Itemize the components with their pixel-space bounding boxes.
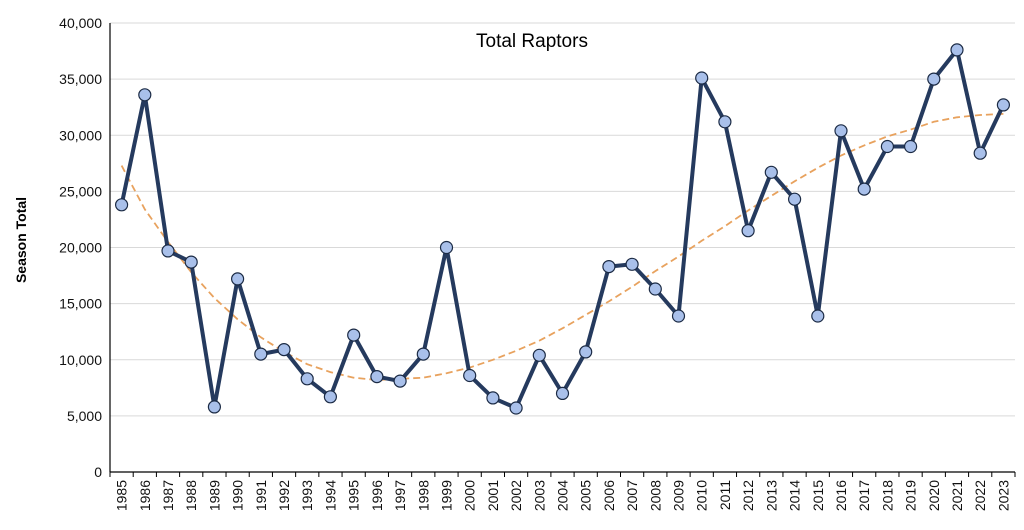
data-point (579, 345, 593, 359)
data-point (625, 257, 639, 271)
x-tick-label: 1992 (276, 480, 292, 511)
axes (109, 23, 1016, 477)
x-tick-label: 2023 (995, 480, 1011, 511)
x-tick-label: 2020 (926, 480, 942, 511)
y-tick-label: 0 (94, 464, 102, 480)
data-point (463, 368, 477, 383)
data-point (555, 386, 570, 400)
x-tick-label: 2007 (624, 480, 640, 511)
data-point (764, 165, 778, 179)
data-point (114, 198, 129, 212)
x-tick-label: 1993 (299, 480, 315, 511)
data-point (207, 400, 221, 414)
data-point (718, 115, 732, 129)
x-tick-label: 2016 (833, 480, 849, 511)
data-point (509, 401, 523, 415)
data-point (138, 88, 152, 102)
x-tick-label: 2005 (578, 480, 594, 511)
series-layer (114, 43, 1011, 415)
x-tick-label: 1991 (253, 480, 269, 511)
data-point (370, 370, 384, 384)
x-tick-label: 2010 (694, 480, 710, 511)
data-point (834, 124, 848, 138)
x-tick-label: 2022 (972, 480, 988, 511)
x-tick-label: 2013 (763, 480, 779, 511)
data-point (648, 282, 662, 296)
y-tick-label: 30,000 (59, 127, 102, 143)
data-point (439, 240, 454, 255)
data-point (927, 72, 941, 86)
x-tick-label: 1998 (415, 480, 431, 511)
y-tick-label: 40,000 (59, 15, 102, 31)
x-tick-label: 2008 (647, 480, 663, 511)
data-point (880, 139, 895, 154)
x-tick-label: 1995 (346, 480, 362, 511)
x-tick-label: 1994 (322, 480, 338, 511)
data-point (996, 98, 1011, 112)
y-tick-label: 10,000 (59, 352, 102, 368)
x-tick-label: 2012 (740, 480, 756, 511)
data-point (254, 347, 268, 361)
trendline-layer (120, 113, 1004, 381)
gridlines (110, 22, 1015, 417)
data-point (671, 309, 686, 323)
x-tick-label: 1996 (369, 480, 385, 511)
data-point (532, 348, 546, 362)
y-tick-label: 25,000 (59, 183, 102, 199)
x-tick-label: 1988 (183, 480, 199, 511)
y-tick-label: 20,000 (59, 240, 102, 256)
x-tick-label: 1990 (230, 480, 246, 511)
y-axis-label: Season Total (13, 197, 29, 283)
chart-title: Total Raptors (476, 31, 588, 52)
x-tick-label: 1999 (438, 480, 454, 511)
x-tick-label: 2017 (856, 480, 872, 511)
data-point (323, 390, 337, 404)
data-point (741, 224, 755, 238)
y-tick-label: 5,000 (67, 408, 102, 424)
series-line (119, 47, 1006, 410)
x-tick-label: 1989 (206, 480, 222, 511)
x-tick-label: 2001 (485, 480, 501, 511)
y-tick-label: 35,000 (59, 71, 102, 87)
x-tick-label: 2021 (949, 480, 965, 511)
x-tick-label: 2003 (531, 480, 547, 511)
data-point (787, 192, 802, 206)
labels-layer: 0 5,000 10,000 15,000 20,000 25,000 30,000 35,0… (59, 15, 1011, 511)
data-point (602, 260, 616, 274)
x-tick-label: 2014 (787, 480, 803, 511)
x-tick-label: 2009 (671, 480, 687, 511)
x-tick-label: 1986 (137, 480, 153, 511)
trendline (120, 113, 1004, 381)
x-tick-label: 2015 (810, 480, 826, 511)
data-point (393, 374, 407, 388)
x-tick-label: 2000 (462, 480, 478, 511)
data-point (857, 182, 871, 196)
data-point (811, 309, 825, 323)
x-tick-label: 2019 (903, 480, 919, 511)
y-tick-label: 15,000 (59, 296, 102, 312)
data-point (486, 391, 500, 405)
data-point (950, 43, 964, 57)
data-point (347, 328, 361, 342)
data-point (161, 244, 175, 258)
x-tick-label: 2006 (601, 480, 617, 511)
x-tick-label: 1987 (160, 480, 176, 511)
data-point (695, 71, 709, 85)
data-point (184, 255, 198, 269)
x-tick-label: 2011 (717, 480, 733, 510)
x-tick-label: 2002 (508, 480, 524, 511)
data-point (277, 343, 291, 357)
data-point (416, 347, 430, 361)
data-point (300, 372, 314, 386)
x-tick-label: 2004 (555, 480, 571, 511)
data-point (903, 139, 918, 154)
data-point (231, 272, 245, 286)
data-point (973, 146, 987, 160)
x-tick-label: 1985 (114, 480, 130, 511)
x-tick-label: 2018 (879, 480, 895, 511)
x-tick-label: 1997 (392, 480, 408, 511)
